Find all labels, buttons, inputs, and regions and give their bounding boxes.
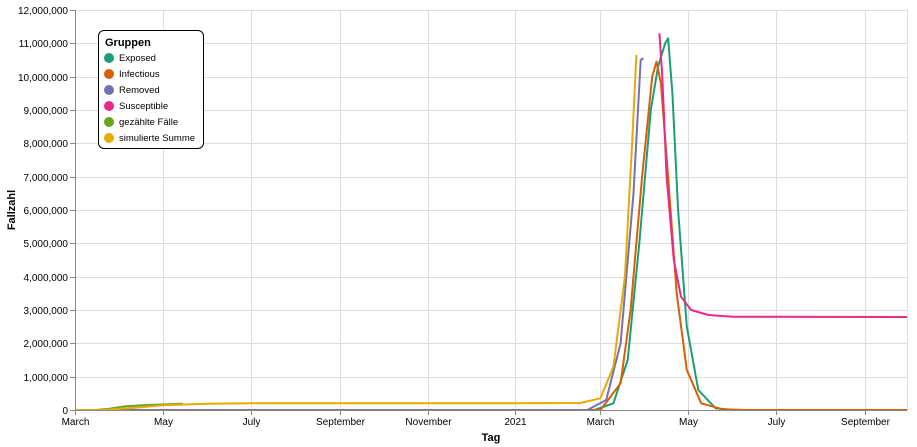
legend-item: simulierte Summe — [104, 131, 195, 145]
legend: Gruppen Exposed Infectious Removed Suscepti… — [98, 30, 204, 149]
legend-label: gezählte Fälle — [119, 116, 179, 128]
series-line-simulierte-summe — [75, 54, 638, 411]
y-tick-label: 9,000,000 — [24, 106, 69, 117]
legend-swatch — [104, 117, 114, 127]
legend-label: Removed — [119, 84, 160, 96]
x-axis-title: Tag — [482, 432, 501, 444]
legend-label: Exposed — [119, 52, 156, 64]
y-tick-label: 7,000,000 — [24, 173, 69, 184]
x-tick-label: May — [154, 417, 173, 428]
y-tick-label: 5,000,000 — [24, 239, 69, 250]
y-tick-label: 4,000,000 — [24, 273, 69, 284]
x-tick-label: September — [316, 417, 366, 428]
y-tick-label: 6,000,000 — [24, 206, 69, 217]
x-tick-label: March — [587, 417, 615, 428]
legend-swatch — [104, 69, 114, 79]
legend-label: Infectious — [119, 68, 160, 80]
series-line-susceptible — [658, 33, 908, 318]
y-axis-title: Fallzahl — [6, 190, 18, 230]
y-tick-label: 3,000,000 — [24, 306, 69, 317]
y-axis-ticks: 0 1,000,000 2,000,000 3,000,000 4,000,000 5,0… — [18, 6, 75, 417]
y-tick-label: 2,000,000 — [24, 339, 69, 350]
x-tick-label: November — [405, 417, 452, 428]
legend-swatch — [104, 85, 114, 95]
x-axis-ticks: March May July September November 2021 March Ma… — [62, 410, 891, 428]
legend-item: Susceptible — [104, 99, 168, 113]
series-line-infectious — [75, 60, 907, 411]
x-tick-label: July — [243, 417, 261, 428]
y-tick-label: 10,000,000 — [18, 73, 68, 84]
y-tick-label: 0 — [62, 406, 68, 417]
x-tick-label: July — [768, 417, 786, 428]
x-tick-label: March — [62, 417, 90, 428]
legend-item: gezählte Fälle — [104, 115, 178, 129]
y-tick-label: 1,000,000 — [24, 373, 69, 384]
y-tick-label: 8,000,000 — [24, 139, 69, 150]
legend-title: Gruppen — [105, 37, 151, 49]
legend-swatch — [104, 101, 114, 111]
y-tick-label: 11,000,000 — [19, 39, 69, 50]
legend-item: Infectious — [104, 67, 160, 81]
legend-swatch — [104, 53, 114, 63]
legend-label: simulierte Summe — [119, 132, 196, 144]
legend-item: Removed — [104, 83, 160, 97]
y-tick-label: 12,000,000 — [18, 6, 68, 17]
x-tick-label: September — [841, 417, 891, 428]
x-tick-label: 2021 — [504, 417, 527, 428]
legend-swatch — [104, 133, 114, 143]
legend-label: Susceptible — [119, 100, 169, 112]
x-tick-label: May — [679, 417, 698, 428]
legend-item: Exposed — [104, 51, 156, 65]
